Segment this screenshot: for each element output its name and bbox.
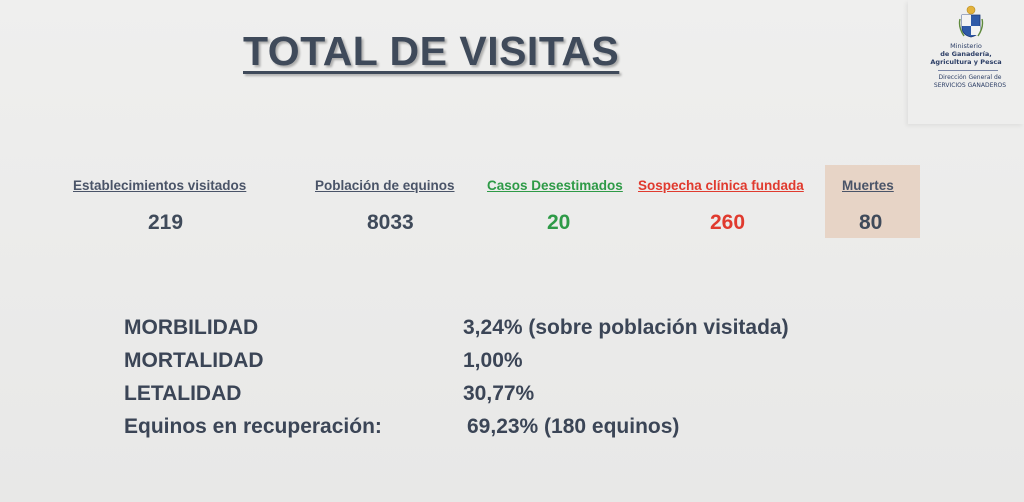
metric-label-morbilidad: MORBILIDAD [124, 316, 259, 339]
metric-value-letalidad: 30,77% [463, 382, 535, 405]
stat-value-muertes: 80 [859, 211, 883, 234]
metric-label-letalidad: LETALIDAD [124, 382, 242, 405]
logo-direction-line-1: Dirección General de [938, 74, 1002, 81]
stat-label-poblacion: Población de equinos [315, 178, 455, 193]
stat-value-establecimientos: 219 [148, 211, 184, 234]
stat-label-sospecha: Sospecha clínica fundada [638, 178, 804, 193]
stat-value-poblacion: 8033 [367, 211, 414, 234]
metric-label-mortalidad: MORTALIDAD [124, 349, 264, 372]
muertes-highlight [825, 165, 920, 238]
metric-label-recuperacion: Equinos en recuperación: [124, 415, 382, 438]
metric-value-mortalidad: 1,00% [463, 349, 523, 372]
logo-ministry-line-3: Agricultura y Pesca [930, 58, 1002, 66]
logo-ministry-line-1: Ministerio [950, 42, 982, 50]
metric-value-recuperacion: 69,23% (180 equinos) [467, 415, 680, 438]
logo-direction-line-2: SERVICIOS GANADEROS [933, 82, 1007, 89]
stat-value-sospecha: 260 [710, 211, 746, 234]
stat-value-casos-desestimados: 20 [547, 211, 571, 234]
stat-label-establecimientos: Establecimientos visitados [73, 178, 247, 193]
logo-ministry-line-2: de Ganadería, [940, 50, 992, 58]
uruguay-coat-of-arms-icon [958, 5, 984, 38]
page-title: TOTAL DE VISITAS [243, 28, 620, 74]
stat-label-muertes: Muertes [842, 178, 894, 193]
metric-value-morbilidad: 3,24% (sobre población visitada) [463, 316, 789, 339]
ministry-logo: Ministerio de Ganadería, Agricultura y P… [908, 0, 1024, 124]
logo-divider [938, 70, 998, 71]
stat-label-casos-desestimados: Casos Desestimados [487, 178, 623, 193]
